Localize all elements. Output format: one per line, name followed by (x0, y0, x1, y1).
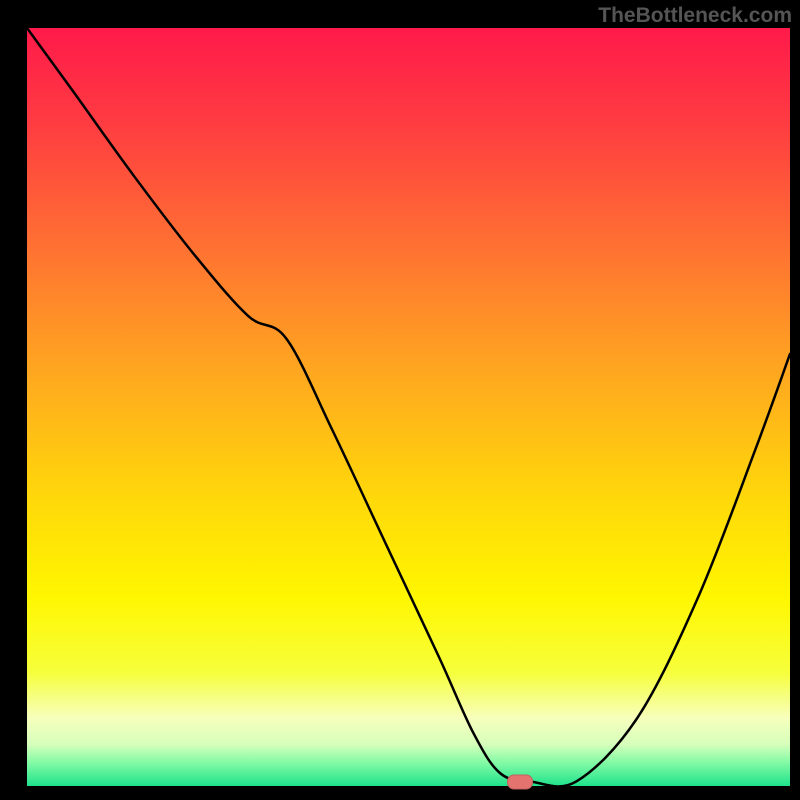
bottleneck-curve-path (27, 28, 790, 786)
chart-stage: TheBottleneck.com (0, 0, 800, 800)
optimal-marker (507, 774, 533, 789)
plot-area (27, 28, 790, 786)
bottleneck-curve (27, 28, 790, 786)
watermark-text: TheBottleneck.com (598, 4, 792, 28)
